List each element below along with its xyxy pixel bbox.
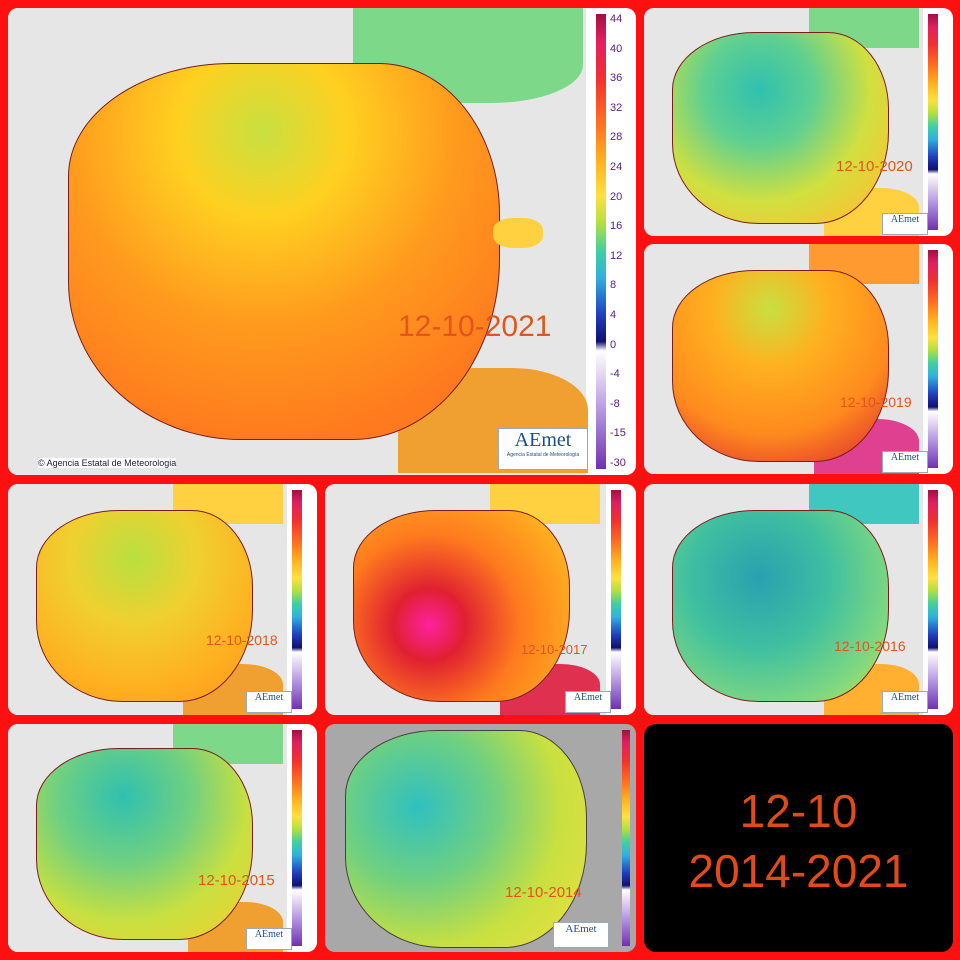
title-years: 2014-2021	[688, 845, 909, 897]
scale-labels: 44 40 36 32 28 24 20 16 12 8 4 0 -4 -8 -15 -30	[610, 13, 626, 469]
map-panel-2016: 12-10-2016 AEmet	[644, 484, 953, 715]
map-date-label: 12-10-2021	[398, 310, 552, 343]
map-date-label: 12-10-2020	[836, 158, 913, 175]
aemet-logo: AEmet	[246, 928, 292, 950]
temperature-scale	[292, 730, 302, 946]
temperature-scale	[622, 730, 630, 946]
iberia-map	[353, 510, 570, 702]
map-panel-2019: 12-10-2019 AEmet	[644, 244, 953, 474]
aemet-logo: AEmet	[246, 691, 292, 713]
map-date-label: 12-10-2019	[840, 394, 912, 410]
iberia-map	[68, 63, 500, 440]
balearic-islands	[493, 218, 543, 248]
temperature-scale	[928, 250, 938, 468]
map-date-label: 12-10-2016	[834, 638, 906, 654]
map-panel-2017: 12-10-2017 AEmet	[325, 484, 636, 715]
iberia-map	[672, 270, 889, 462]
temperature-scale	[596, 14, 606, 469]
iberia-map	[36, 510, 253, 702]
map-date-label: 12-10-2014	[505, 884, 582, 901]
map-panel-2014: 12-10-2014 AEmet	[325, 724, 636, 952]
map-date-label: 12-10-2018	[206, 632, 278, 648]
aemet-logo: AEmet	[882, 451, 928, 473]
aemet-logo: AEmet	[565, 691, 611, 713]
map-panel-2020: 12-10-2020 AEmet	[644, 8, 953, 236]
temperature-scale	[928, 14, 938, 230]
iberia-map	[672, 510, 889, 702]
map-panel-2015: 12-10-2015 AEmet	[8, 724, 317, 952]
iberia-map	[36, 748, 253, 940]
temperature-scale	[928, 490, 938, 709]
iberia-map	[672, 32, 889, 224]
title-day: 12-10	[739, 785, 858, 837]
iberia-map	[345, 730, 587, 948]
aemet-logo: AEmet Agencia Estatal de Meteorología	[498, 428, 588, 470]
aemet-logo: AEmet	[882, 691, 928, 713]
credit-text: © Agencia Estatal de Meteorologia	[38, 458, 177, 468]
map-panel-2018: 12-10-2018 AEmet	[8, 484, 317, 715]
map-panel-2021: 44 40 36 32 28 24 20 16 12 8 4 0 -4 -8 -15 -30 12-10-20…	[8, 8, 636, 475]
temperature-scale	[292, 490, 302, 709]
map-date-label: 12-10-2017	[521, 642, 588, 657]
map-date-label: 12-10-2015	[198, 872, 275, 889]
aemet-logo: AEmet	[553, 922, 609, 948]
title-panel: 12-10 2014-2021	[644, 724, 953, 952]
temperature-scale	[611, 490, 621, 709]
aemet-logo: AEmet	[882, 213, 928, 235]
